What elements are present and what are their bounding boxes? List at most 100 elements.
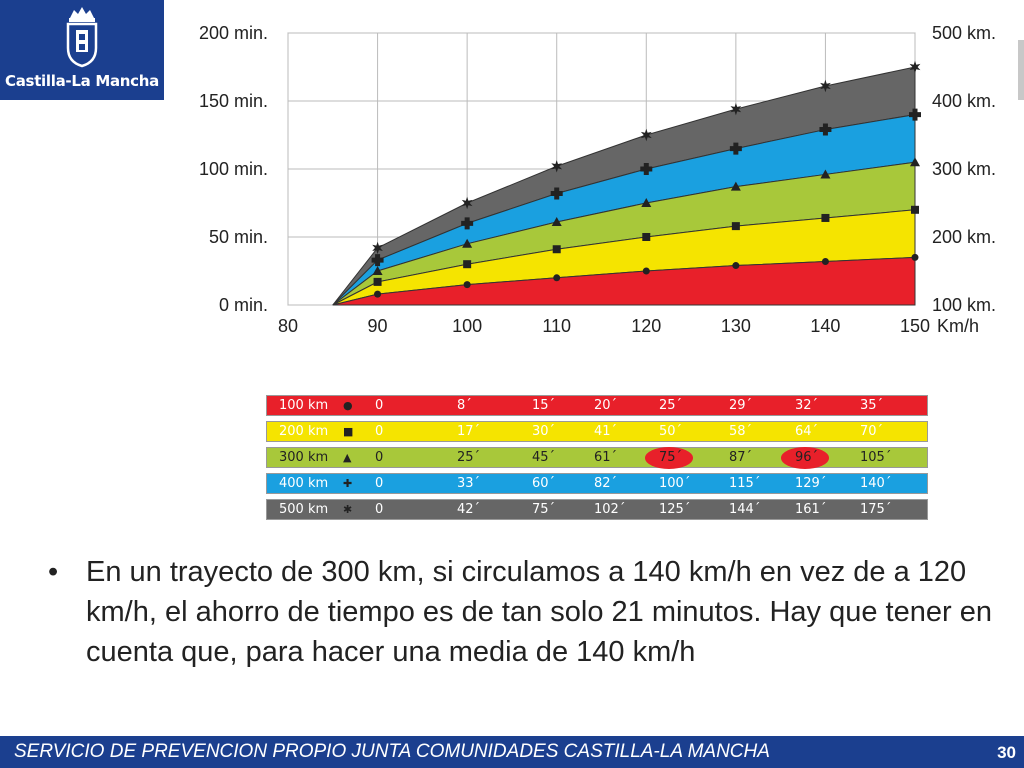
footer-text: SERVICIO DE PREVENCION PROPIO JUNTA COMU… — [14, 741, 770, 762]
table-cell: 100´ — [659, 476, 691, 491]
crest-icon — [66, 7, 98, 68]
table-cell: 75´ — [659, 450, 683, 465]
y-tick-label-left: 100 min. — [199, 159, 268, 179]
table-cell: 129´ — [795, 476, 827, 491]
x-tick-label: 100 — [452, 316, 482, 336]
y-tick-label-left: 150 min. — [199, 91, 268, 111]
data-point — [730, 181, 741, 191]
y-tick-label-right: 200 km. — [932, 227, 996, 247]
table-cell: 0 — [375, 476, 384, 491]
data-point — [463, 281, 471, 289]
table-row: 200 km ■ 0 17´ 30´ 41´ 50´ 58´ 64´ 70´ — [266, 421, 928, 442]
data-point — [732, 262, 740, 270]
table-cell: 105´ — [860, 450, 892, 465]
data-point — [640, 128, 652, 142]
logo-name: Castilla-La Mancha — [5, 72, 159, 90]
data-point — [372, 241, 383, 255]
data-point — [909, 108, 921, 121]
data-point — [551, 217, 562, 227]
scrollbar-thumb[interactable] — [1018, 40, 1024, 100]
circle-marker-icon: ● — [343, 399, 353, 412]
table-cell: 87´ — [729, 450, 753, 465]
y-tick-label-right: 500 km. — [932, 23, 996, 43]
table-cell: 25´ — [659, 398, 683, 413]
data-point — [553, 274, 561, 282]
row-label: 300 km — [279, 450, 329, 465]
y-tick-label-right: 400 km. — [932, 91, 996, 111]
table-cell: 75´ — [532, 502, 556, 517]
data-point — [729, 142, 742, 155]
data-point — [730, 103, 742, 116]
y-tick-label-left: 50 min. — [209, 227, 268, 247]
table-cell: 144´ — [729, 502, 761, 517]
footer: SERVICIO DE PREVENCION PROPIO JUNTA COMU… — [0, 736, 1024, 768]
y-tick-label-left: 0 min. — [219, 295, 268, 315]
data-point — [463, 260, 472, 269]
data-point — [910, 157, 920, 167]
table-cell: 41´ — [594, 424, 618, 439]
table-cell: 161´ — [795, 502, 827, 517]
row-label: 100 km — [279, 398, 329, 413]
table-cell: 0 — [375, 502, 384, 517]
x-tick-label: 150 — [900, 316, 930, 336]
data-point — [552, 245, 561, 254]
data-point — [462, 238, 473, 248]
table-cell: 82´ — [594, 476, 618, 491]
series-band-100-km — [332, 256, 916, 306]
table-cell: 15´ — [532, 398, 556, 413]
x-tick-label: 110 — [542, 316, 571, 336]
data-point — [911, 253, 919, 261]
table-row: 300 km ▲ 0 25´ 45´ 61´ 75´ 87´ 96´ 105´ — [266, 447, 928, 469]
table-cell: 102´ — [594, 502, 626, 517]
square-marker-icon: ■ — [343, 425, 354, 438]
table-cell: 17´ — [457, 424, 481, 439]
table-cell: 50´ — [659, 424, 683, 439]
data-point — [909, 60, 921, 74]
y-tick-label-left: 200 min. — [199, 23, 268, 43]
table-cell: 140´ — [860, 476, 892, 491]
table-cell: 64´ — [795, 424, 819, 439]
data-point — [372, 266, 383, 275]
data-point — [641, 198, 652, 207]
table-cell: 45´ — [532, 450, 556, 465]
y-tick-label-right: 100 km. — [932, 295, 996, 315]
x-tick-label: 120 — [631, 316, 661, 336]
table-cell: 32´ — [795, 398, 819, 413]
table-row: 100 km ● 0 8´ 15´ 20´ 25´ 29´ 32´ 35´ — [266, 395, 928, 416]
data-point — [551, 160, 563, 173]
table-cell: 60´ — [532, 476, 556, 491]
bullet-symbol: • — [48, 556, 59, 588]
table-cell: 125´ — [659, 502, 691, 517]
table-cell: 25´ — [457, 450, 481, 465]
time-table: 100 km ● 0 8´ 15´ 20´ 25´ 29´ 32´ 35´ 200 km ■ 0 17´ 3… — [266, 395, 928, 525]
highlight-ellipse — [645, 447, 693, 469]
data-point — [911, 205, 919, 214]
triangle-marker-icon: ▲ — [343, 451, 352, 464]
x-axis-unit: Km/h — [937, 316, 979, 336]
table-cell: 58´ — [729, 424, 753, 439]
table-cell: 115´ — [729, 476, 761, 491]
highlight-ellipse — [781, 447, 829, 469]
data-point — [373, 277, 382, 286]
table-cell: 30´ — [532, 424, 556, 439]
row-label: 500 km — [279, 502, 329, 517]
row-label: 400 km — [279, 476, 329, 491]
table-cell: 20´ — [594, 398, 618, 413]
row-label: 200 km — [279, 424, 329, 439]
data-point — [640, 163, 653, 175]
cross-marker-icon: ✚ — [343, 477, 353, 490]
table-row: 400 km ✚ 0 33´ 60´ 82´ 100´ 115´ 129´ 140´ — [266, 473, 928, 494]
page-number: 30 — [997, 743, 1016, 762]
table-cell: 8´ — [457, 398, 472, 413]
table-cell: 35´ — [860, 398, 884, 413]
bullet-text: En un trayecto de 300 km, si circulamos … — [86, 556, 992, 668]
logo: Castilla-La Mancha — [0, 0, 164, 100]
data-point — [821, 213, 830, 222]
table-cell: 175´ — [860, 502, 892, 517]
data-point — [371, 254, 384, 267]
table-row: 500 km ✱ 0 42´ 75´ 102´ 125´ 144´ 161´ 175´ — [266, 499, 928, 520]
table-cell: 0 — [375, 398, 384, 413]
data-point — [642, 267, 650, 275]
data-point — [731, 222, 740, 231]
x-tick-label: 130 — [721, 316, 751, 336]
